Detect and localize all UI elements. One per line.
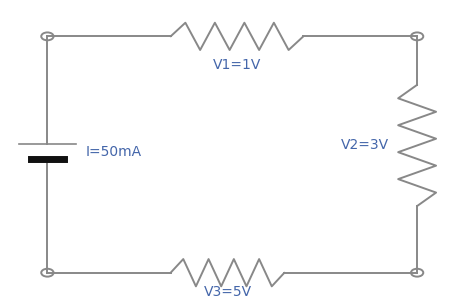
Text: V3=5V: V3=5V <box>203 285 252 299</box>
Text: V1=1V: V1=1V <box>213 58 261 72</box>
Text: V2=3V: V2=3V <box>340 138 389 152</box>
Text: I=50mA: I=50mA <box>85 145 141 158</box>
